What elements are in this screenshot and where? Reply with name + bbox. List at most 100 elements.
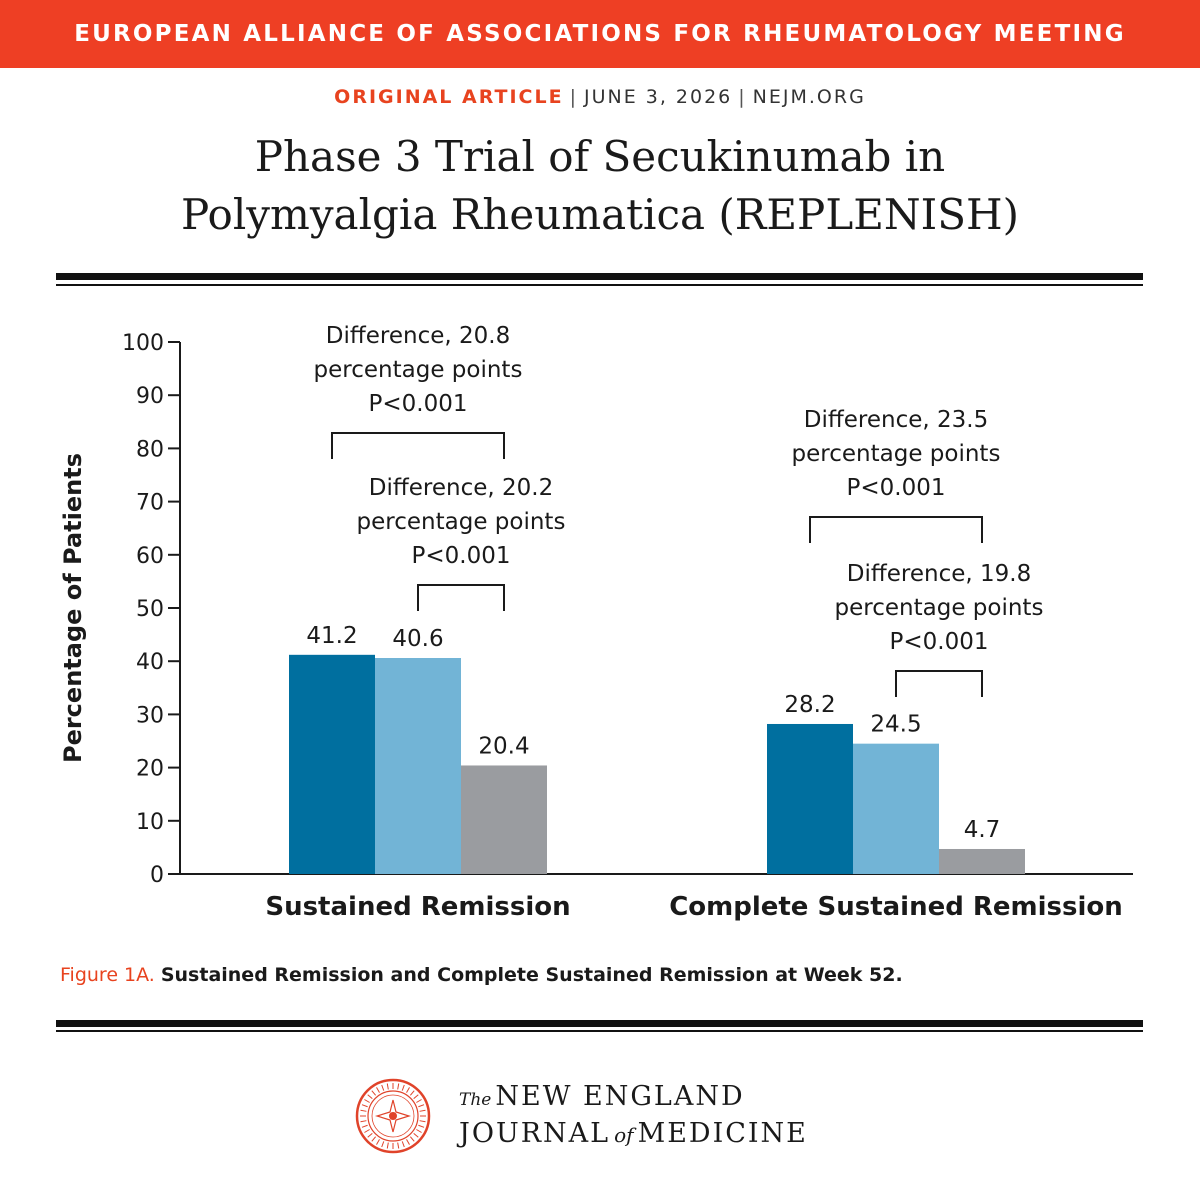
category-label: Sustained Remission — [265, 892, 570, 922]
y-tick-label: 10 — [136, 810, 164, 835]
article-type: ORIGINAL ARTICLE — [334, 86, 564, 108]
bar — [461, 765, 547, 874]
bar-chart: 0 10 20 30 40 50 60 70 80 90 100 Percentage of Pati… — [59, 323, 1133, 922]
meeting-banner: EUROPEAN ALLIANCE OF ASSOCIATIONS FOR RH… — [0, 0, 1200, 68]
y-tick-label: 70 — [136, 491, 164, 516]
figure-caption: Figure 1A. Sustained Remission and Comple… — [60, 964, 903, 986]
bottom-divider-thin — [56, 1030, 1143, 1032]
seal-tick — [381, 1084, 385, 1091]
banner-text: EUROPEAN ALLIANCE OF ASSOCIATIONS FOR RH… — [74, 21, 1126, 47]
difference-annotation-line: P<0.001 — [890, 629, 989, 655]
difference-annotation-line: Difference, 19.8 — [847, 561, 1031, 587]
bar-value-label: 41.2 — [306, 623, 357, 649]
y-tick-label: 40 — [136, 650, 164, 675]
seal-tick — [416, 1129, 422, 1133]
seal-tick — [371, 1090, 377, 1096]
y-tick-label: 50 — [136, 597, 164, 622]
y-tick-label: 0 — [150, 863, 164, 888]
article-meta: ORIGINAL ARTICLE | JUNE 3, 2026 | NEJM.ORG — [0, 86, 1200, 108]
seal-tick — [409, 1136, 415, 1142]
bottom-divider — [56, 1020, 1143, 1027]
journal-medicine: MEDICINE — [637, 1118, 808, 1149]
journal-of: of — [614, 1123, 634, 1147]
bar-value-label: 20.4 — [478, 733, 529, 759]
seal-tick — [381, 1141, 385, 1148]
y-tick-label: 20 — [136, 757, 164, 782]
seal-tick — [364, 1129, 370, 1133]
difference-annotation-line: P<0.001 — [369, 391, 468, 417]
bar-value-label: 24.5 — [870, 712, 921, 738]
bar-value-label: 40.6 — [392, 626, 443, 652]
journal-wordmark: The NEW ENGLAND JOURNAL of MEDICINE — [459, 1080, 808, 1152]
y-tick-label: 60 — [136, 544, 164, 569]
meta-separator: | — [569, 86, 578, 108]
seal-tick — [401, 1084, 405, 1091]
journal-seal-logo — [355, 1078, 431, 1154]
seal-tick — [397, 1083, 400, 1090]
journal-new-england: NEW ENGLAND — [495, 1081, 745, 1112]
difference-annotation-line: P<0.001 — [847, 475, 946, 501]
bar — [767, 723, 853, 874]
difference-annotation-line: percentage points — [357, 509, 566, 535]
bar — [853, 743, 939, 874]
seal-tick — [386, 1142, 389, 1149]
y-tick-label: 100 — [122, 331, 164, 356]
top-divider-thin — [56, 284, 1143, 286]
seal-tick — [419, 1120, 426, 1123]
seal-tick — [361, 1104, 368, 1108]
seal-tick — [406, 1139, 410, 1145]
seal-tick — [406, 1087, 410, 1093]
category-label: Complete Sustained Remission — [669, 892, 1123, 922]
seal-tick — [360, 1120, 367, 1123]
y-tick-label: 30 — [136, 703, 164, 728]
seal-tick — [364, 1099, 370, 1103]
difference-bracket — [809, 516, 983, 543]
top-divider — [56, 273, 1143, 280]
title-line-1: Phase 3 Trial of Secukinumab in — [254, 132, 946, 181]
difference-annotation-line: Difference, 23.5 — [804, 407, 988, 433]
article-site: NEJM.ORG — [752, 86, 866, 108]
seal-tick — [401, 1141, 405, 1148]
seal-tick — [418, 1104, 425, 1108]
difference-bracket — [895, 670, 983, 697]
journal-footer: The NEW ENGLAND JOURNAL of MEDICINE — [355, 1078, 808, 1154]
y-axis-label: Percentage of Patients — [59, 453, 87, 763]
title-line-2: Polymyalgia Rheumatica (REPLENISH) — [180, 190, 1019, 239]
seal-tick — [418, 1124, 425, 1128]
seal-tick — [413, 1094, 419, 1100]
seal-tick — [397, 1142, 400, 1149]
seal-tick — [409, 1090, 415, 1096]
seal-tick — [367, 1132, 373, 1138]
bar-value-label: 28.2 — [784, 692, 835, 718]
seal-tick — [416, 1099, 422, 1103]
caption-label: Figure 1A. — [60, 964, 155, 986]
bar — [939, 848, 1025, 874]
difference-annotation-line: percentage points — [792, 441, 1001, 467]
seal-tick — [371, 1136, 377, 1142]
bar — [289, 654, 375, 874]
difference-annotation-line: Difference, 20.8 — [326, 323, 510, 349]
journal-journal: JOURNAL — [459, 1118, 611, 1149]
article-date: JUNE 3, 2026 — [583, 86, 733, 108]
difference-bracket — [417, 584, 505, 611]
y-tick-label: 80 — [136, 437, 164, 462]
bar-value-label: 4.7 — [964, 817, 1001, 843]
seal-tick — [360, 1109, 367, 1112]
difference-annotation-line: percentage points — [835, 595, 1044, 621]
difference-annotation-line: percentage points — [314, 357, 523, 383]
seal-tick — [376, 1139, 380, 1145]
seal-tick — [367, 1094, 373, 1100]
seal-tick — [413, 1132, 419, 1138]
seal-tick — [361, 1124, 368, 1128]
page-title: Phase 3 Trial of Secukinumab in Polymyal… — [0, 128, 1200, 244]
caption-text: Sustained Remission and Complete Sustain… — [160, 964, 903, 986]
difference-bracket — [331, 432, 505, 459]
seal-tick — [419, 1109, 426, 1112]
difference-annotation-line: Difference, 20.2 — [369, 475, 553, 501]
meta-separator: | — [738, 86, 747, 108]
seal-tick — [386, 1083, 389, 1090]
y-tick-label: 90 — [136, 384, 164, 409]
seal-tick — [376, 1087, 380, 1093]
journal-the: The — [459, 1090, 492, 1110]
bar — [375, 658, 461, 874]
